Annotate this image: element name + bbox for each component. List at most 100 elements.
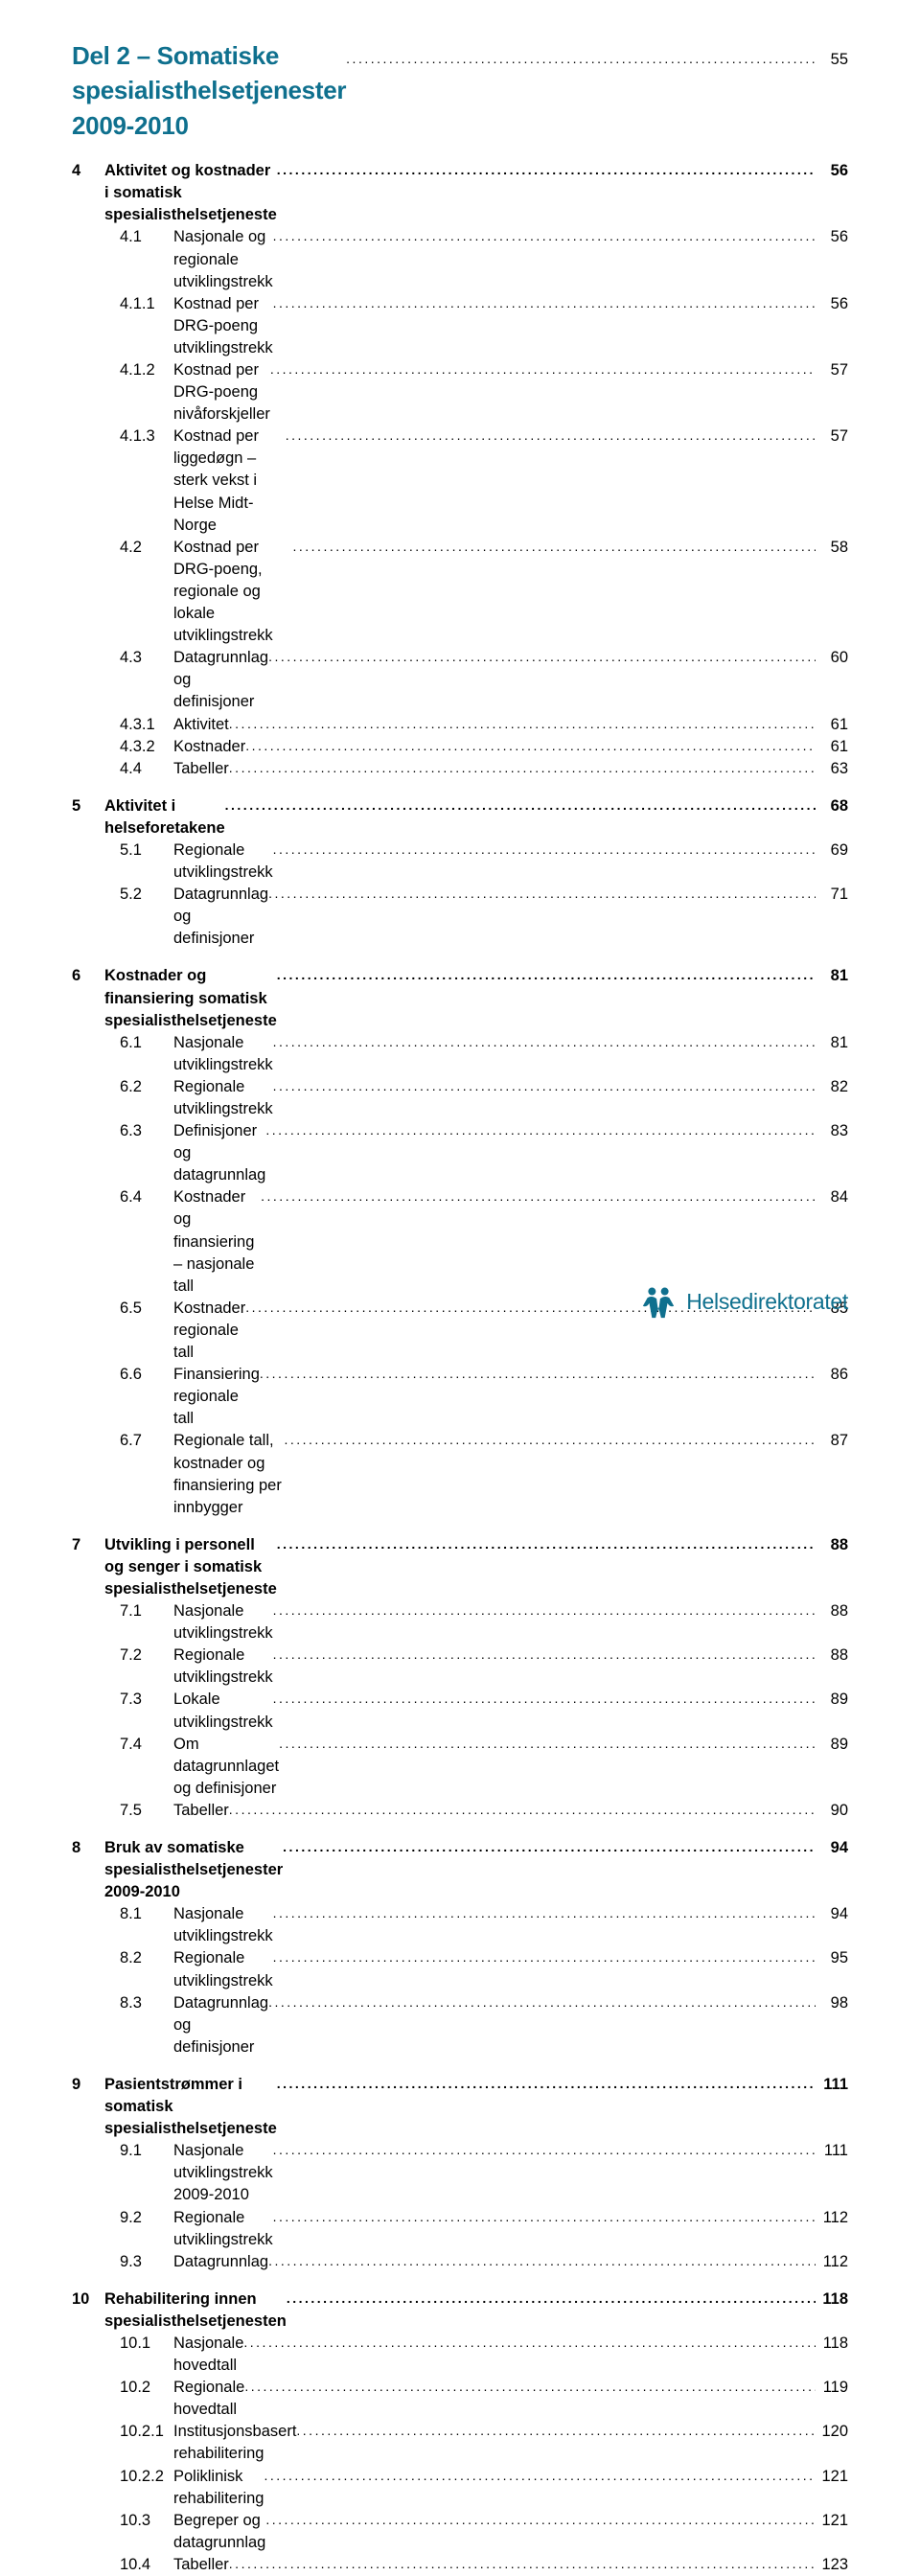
sub-num: 7.3 [120,1689,170,1711]
sub-title: Regionale utviklingstrekk [173,2207,273,2251]
toc-sub-row: 7.3Lokale utviklingstrekk...............… [72,1689,848,1733]
toc-section-head: 8Bruk av somatiske spesialisthelsetjenes… [72,1837,848,1903]
sub-num: 6.3 [120,1120,170,1142]
toc-sub-row: 6.4Kostnader og finansiering – nasjonale… [72,1186,848,1297]
sub-title: Kostnader [173,736,245,758]
sub-num: 10.2.1 [120,2421,170,2443]
leader: ........................................… [346,50,816,69]
leader: ........................................… [229,2555,816,2574]
sub-page: 58 [821,537,848,559]
sub-num: 7.4 [120,1734,170,1756]
section-title: Rehabilitering innen spesialisthelsetjen… [104,2288,287,2333]
sub-title: Regionale hovedtall [173,2377,244,2421]
leader: ........................................… [265,2511,816,2530]
sub-title: Datagrunnlag og definisjoner [173,1992,268,2058]
leader: ........................................… [273,227,816,246]
toc-sub-row: 8.2Regionale utviklingstrekk............… [72,1947,848,1991]
sub-title: Tabeller [173,2554,229,2576]
leader: ........................................… [296,2422,816,2441]
section-title: Aktivitet i helseforetakene [104,795,225,840]
leader: ........................................… [245,737,816,756]
sub-page: 61 [821,736,848,758]
toc-sub-row: 10.2.1Institusjonsbasert rehabilitering.… [72,2421,848,2465]
toc-section-head: 5Aktivitet i helseforetakene............… [72,795,848,840]
leader: ........................................… [273,2141,816,2160]
sub-page: 87 [821,1430,848,1452]
section-page: 56 [821,160,848,182]
sub-title: Nasjonale og regionale utviklingstrekk [173,226,273,292]
toc-sub-row: 7.5Tabeller.............................… [72,1800,848,1822]
section-title: Aktivitet og kostnader i somatisk spesia… [104,160,277,226]
toc-sub-row: 10.2.2Poliklinisk rehabilitering........… [72,2466,848,2510]
leader: ........................................… [286,426,816,446]
leader: ........................................… [279,1735,816,1754]
section-title: Bruk av somatiske spesialisthelsetjenest… [104,1837,283,1903]
leader: ........................................… [268,885,816,904]
toc-sub-row: 4.3.2Kostnader..........................… [72,736,848,758]
toc-sub-row: 10.2Regionale hovedtall.................… [72,2377,848,2421]
sub-num: 4.1.1 [120,293,170,315]
section-title: Utvikling i personell og senger i somati… [104,1534,277,1600]
toc-sub-row: 10.4Tabeller............................… [72,2554,848,2576]
sub-page: 111 [821,2140,848,2162]
sub-page: 56 [821,293,848,315]
sub-page: 119 [821,2377,848,2399]
sub-page: 95 [821,1947,848,1969]
sub-page: 56 [821,226,848,248]
sub-num: 4.3 [120,647,170,669]
section-page: 88 [821,1534,848,1556]
sub-page: 71 [821,884,848,906]
sub-title: Aktivitet [173,714,229,736]
sub-title: Lokale utviklingstrekk [173,1689,273,1733]
section-num: 8 [72,1837,99,1859]
toc-sub-row: 5.1Regionale utviklingstrekk............… [72,840,848,884]
toc-sub-row: 8.3Datagrunnlag og definisjoner.........… [72,1992,848,2058]
sub-num: 9.3 [120,2251,170,2273]
leader: ........................................… [293,538,816,557]
leader: ........................................… [264,2467,816,2486]
sub-page: 84 [821,1186,848,1208]
toc-section: 6Kostnader og finansiering somatisk spes… [72,965,848,1518]
leader: ........................................… [229,715,816,734]
sub-title: Kostnad per DRG-poeng utviklingstrekk [173,293,273,359]
sub-title: Definisjoner og datagrunnlag [173,1120,265,1186]
leader: ........................................… [229,1801,816,1820]
toc-sub-row: 6.6Finansiering regionale tall..........… [72,1364,848,1430]
footer-org: Helsedirektoratet [686,1289,848,1315]
leader: ........................................… [283,1838,816,1857]
toc-sub-row: 4.1Nasjonale og regionale utviklingstrek… [72,226,848,292]
sub-page: 123 [821,2554,848,2576]
leader: ........................................… [287,2289,816,2309]
toc-sub-row: 10.3Begreper og datagrunnlag............… [72,2510,848,2554]
part-title-row: Del 2 – Somatiske spesialisthelsetjenest… [72,38,848,145]
part-title: Del 2 – Somatiske spesialisthelsetjenest… [72,38,346,143]
leader: ........................................… [225,796,816,816]
sub-page: 83 [821,1120,848,1142]
leader: ........................................… [277,2075,816,2094]
sub-title: Poliklinisk rehabilitering [173,2466,264,2510]
sub-num: 8.3 [120,1992,170,2014]
toc-sub-row: 4.2Kostnad per DRG-poeng, regionale og l… [72,537,848,647]
toc-sub-row: 6.7Regionale tall, kostnader og finansie… [72,1430,848,1518]
sub-title: Begreper og datagrunnlag [173,2510,265,2554]
sub-page: 69 [821,840,848,862]
leader: ........................................… [277,966,816,985]
sub-num: 6.4 [120,1186,170,1208]
toc-section: 4Aktivitet og kostnader i somatisk spesi… [72,160,848,780]
section-num: 4 [72,160,99,182]
toc-sub-row: 6.1Nasjonale utviklingstrekk............… [72,1032,848,1076]
sub-num: 7.1 [120,1600,170,1622]
toc-section: 9Pasientstrømmer i somatisk spesialisthe… [72,2074,848,2273]
sub-page: 112 [821,2251,848,2273]
leader: ........................................… [244,2378,816,2397]
toc-sub-row: 5.2Datagrunnlag og definisjoner.........… [72,884,848,950]
sub-title: Nasjonale hovedtall [173,2333,243,2377]
section-title: Pasientstrømmer i somatisk spesialisthel… [104,2074,277,2140]
sub-num: 6.6 [120,1364,170,1386]
toc-section-head: 6Kostnader og finansiering somatisk spes… [72,965,848,1031]
sub-num: 8.1 [120,1903,170,1925]
leader: ........................................… [273,1033,816,1052]
section-num: 10 [72,2288,99,2311]
sub-page: 89 [821,1734,848,1756]
leader: ........................................… [260,1365,816,1384]
